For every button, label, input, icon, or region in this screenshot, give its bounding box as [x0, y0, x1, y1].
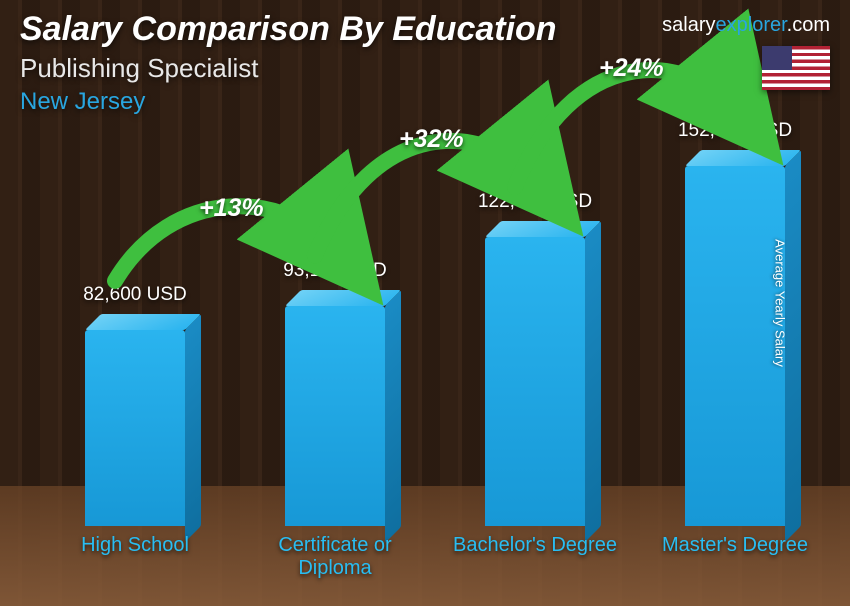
y-axis-label: Average Yearly Salary: [773, 239, 788, 367]
bar-slot: 82,600 USDHigh School: [45, 330, 225, 526]
bar-slot: 93,100 USDCertificate or Diploma: [245, 306, 425, 527]
brand-logo: salaryexplorer.com: [662, 14, 830, 37]
bar-label: Certificate or Diploma: [240, 534, 430, 580]
bar: 82,600 USD: [85, 330, 185, 526]
bar-chart: 82,600 USDHigh School93,100 USDCertifica…: [0, 66, 850, 586]
bar: 93,100 USD: [285, 306, 385, 527]
brand-prefix: salary: [662, 14, 715, 36]
increment-pct: +13%: [199, 194, 264, 223]
bar-label: Bachelor's Degree: [440, 534, 630, 557]
bar-label: High School: [40, 534, 230, 557]
brand-highlight: explorer: [716, 14, 787, 36]
chart-location: New Jersey: [20, 88, 830, 116]
flag-icon: [762, 46, 830, 90]
increment-pct: +32%: [399, 125, 464, 154]
bar-label: Master's Degree: [640, 534, 830, 557]
chart-subtitle: Publishing Specialist: [20, 53, 830, 84]
brand-suffix: .com: [787, 14, 830, 36]
